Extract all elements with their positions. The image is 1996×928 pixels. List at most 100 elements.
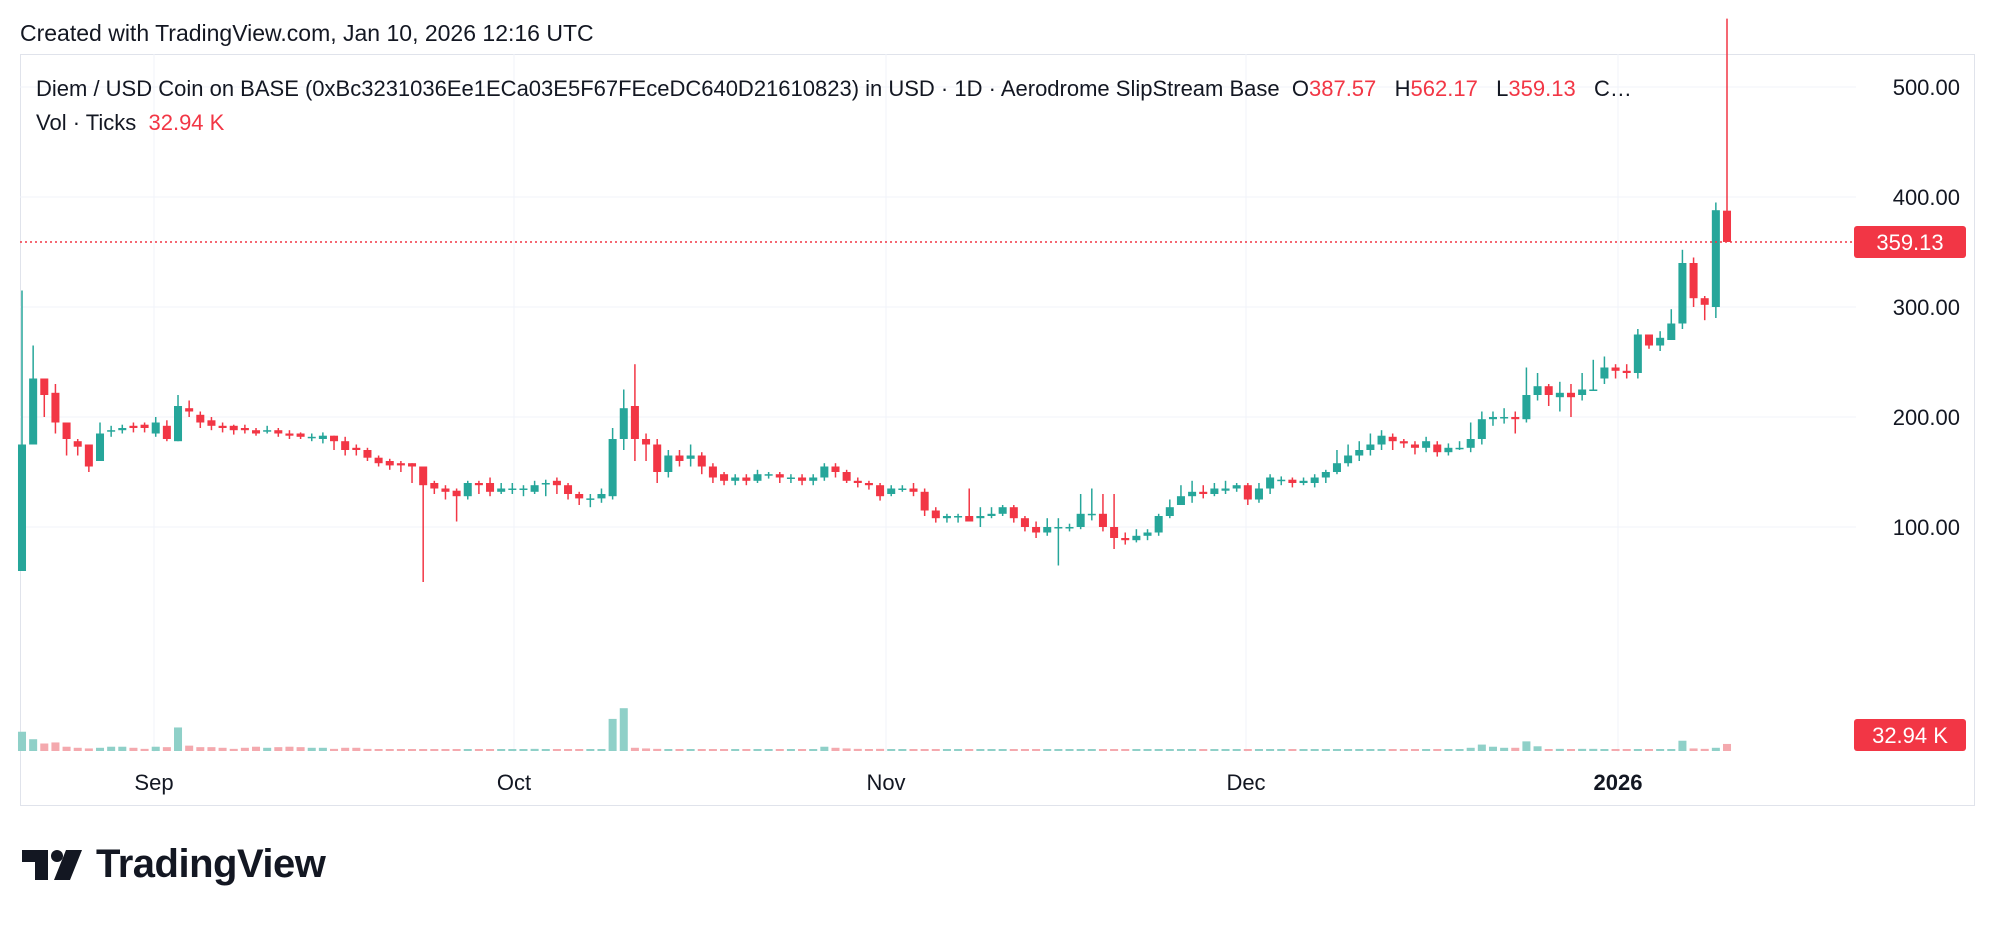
candle-body[interactable]	[998, 507, 1007, 514]
candle-body[interactable]	[1466, 439, 1475, 448]
candle-body[interactable]	[486, 483, 495, 492]
candle-body[interactable]	[976, 516, 985, 519]
candle-body[interactable]	[753, 474, 762, 481]
candle-body[interactable]	[1444, 447, 1453, 453]
candle-body[interactable]	[775, 474, 784, 478]
candle-body[interactable]	[1288, 479, 1297, 483]
candle-body[interactable]	[1644, 334, 1654, 346]
candle-body[interactable]	[1555, 392, 1564, 398]
candle-body[interactable]	[530, 485, 539, 492]
candle-body[interactable]	[1410, 444, 1419, 448]
candle-body[interactable]	[575, 494, 584, 499]
candle-body[interactable]	[474, 483, 483, 486]
candle-body[interactable]	[686, 455, 695, 459]
candle-body[interactable]	[1154, 516, 1163, 533]
candle-body[interactable]	[519, 488, 528, 491]
candle-body[interactable]	[1522, 395, 1531, 420]
candle-body[interactable]	[318, 435, 327, 439]
candle-body[interactable]	[1500, 417, 1509, 419]
candle-body[interactable]	[118, 428, 127, 431]
candle-body[interactable]	[1399, 441, 1408, 444]
candle-body[interactable]	[218, 425, 227, 428]
candle-body[interactable]	[887, 488, 896, 495]
candle-body[interactable]	[1221, 488, 1230, 491]
candle-body[interactable]	[1020, 518, 1029, 527]
candle-body[interactable]	[463, 483, 472, 497]
candle-body[interactable]	[1366, 444, 1375, 451]
candle-body[interactable]	[954, 516, 963, 518]
candle-body[interactable]	[162, 425, 171, 439]
candle-body[interactable]	[1043, 527, 1052, 533]
candle-body[interactable]	[285, 433, 294, 436]
candle-body[interactable]	[809, 477, 818, 481]
candle-body[interactable]	[174, 406, 183, 442]
candle-body[interactable]	[1700, 298, 1709, 305]
candle-body[interactable]	[330, 435, 339, 442]
candle-body[interactable]	[552, 480, 561, 486]
candle-body[interactable]	[1009, 507, 1018, 519]
volume-label[interactable]: Vol · Ticks	[36, 110, 137, 135]
candle-body[interactable]	[675, 455, 684, 462]
candle-body[interactable]	[274, 430, 283, 434]
candle-body[interactable]	[720, 474, 729, 481]
candle-body[interactable]	[798, 477, 807, 481]
candle-body[interactable]	[408, 463, 417, 467]
candle-body[interactable]	[263, 430, 272, 432]
candle-body[interactable]	[965, 516, 974, 522]
candle-body[interactable]	[129, 425, 138, 428]
candle-body[interactable]	[1355, 450, 1364, 456]
candle-body[interactable]	[942, 516, 951, 519]
candle-body[interactable]	[1711, 210, 1720, 307]
candle-body[interactable]	[653, 444, 662, 473]
candle-body[interactable]	[240, 428, 249, 431]
candle-body[interactable]	[62, 422, 71, 440]
candle-body[interactable]	[1656, 337, 1665, 346]
candle-body[interactable]	[898, 488, 907, 491]
candle-body[interactable]	[697, 455, 706, 467]
candle-body[interactable]	[1388, 436, 1397, 442]
candle-body[interactable]	[987, 513, 996, 516]
candle-body[interactable]	[1344, 455, 1353, 464]
candle-body[interactable]	[1611, 367, 1620, 371]
candle-body[interactable]	[374, 457, 383, 464]
candle-body[interactable]	[1321, 472, 1330, 478]
candle-body[interactable]	[608, 439, 617, 497]
candle-body[interactable]	[1566, 392, 1575, 398]
candle-body[interactable]	[1310, 477, 1319, 484]
candle-body[interactable]	[140, 424, 149, 428]
candle-body[interactable]	[1589, 389, 1598, 392]
candle-body[interactable]	[196, 414, 205, 423]
candle-body[interactable]	[1210, 488, 1219, 495]
candle-body[interactable]	[742, 477, 751, 481]
candle-body[interactable]	[630, 406, 639, 439]
candle-body[interactable]	[1121, 538, 1130, 541]
candle-body[interactable]	[430, 483, 439, 489]
candle-body[interactable]	[1132, 535, 1141, 541]
candle-body[interactable]	[452, 490, 461, 497]
legend-symbol-title[interactable]: Diem / USD Coin on BASE (0xBc3231036Ee1E…	[36, 76, 1280, 101]
candle-body[interactable]	[497, 488, 506, 492]
candle-body[interactable]	[1277, 479, 1286, 482]
candle-body[interactable]	[1176, 496, 1185, 505]
candle-body[interactable]	[1332, 463, 1341, 472]
candle-body[interactable]	[1511, 417, 1520, 420]
candle-body[interactable]	[564, 485, 573, 494]
candle-body[interactable]	[1110, 527, 1119, 538]
candle-body[interactable]	[664, 455, 673, 473]
candle-body[interactable]	[1722, 210, 1732, 242]
candle-body[interactable]	[1377, 435, 1386, 445]
candle-body[interactable]	[73, 441, 82, 447]
candle-body[interactable]	[1266, 477, 1275, 489]
candle-body[interactable]	[642, 439, 651, 445]
candle-body[interactable]	[1477, 419, 1486, 439]
candle-body[interactable]	[1188, 491, 1197, 497]
candle-body[interactable]	[17, 444, 27, 572]
candle-body[interactable]	[107, 430, 116, 432]
candle-body[interactable]	[385, 461, 394, 466]
candle-body[interactable]	[708, 466, 717, 478]
candle-body[interactable]	[1243, 485, 1252, 500]
candle-body[interactable]	[1544, 386, 1553, 395]
candle-body[interactable]	[1087, 513, 1096, 516]
candle-body[interactable]	[541, 483, 550, 485]
candle-body[interactable]	[29, 378, 38, 445]
